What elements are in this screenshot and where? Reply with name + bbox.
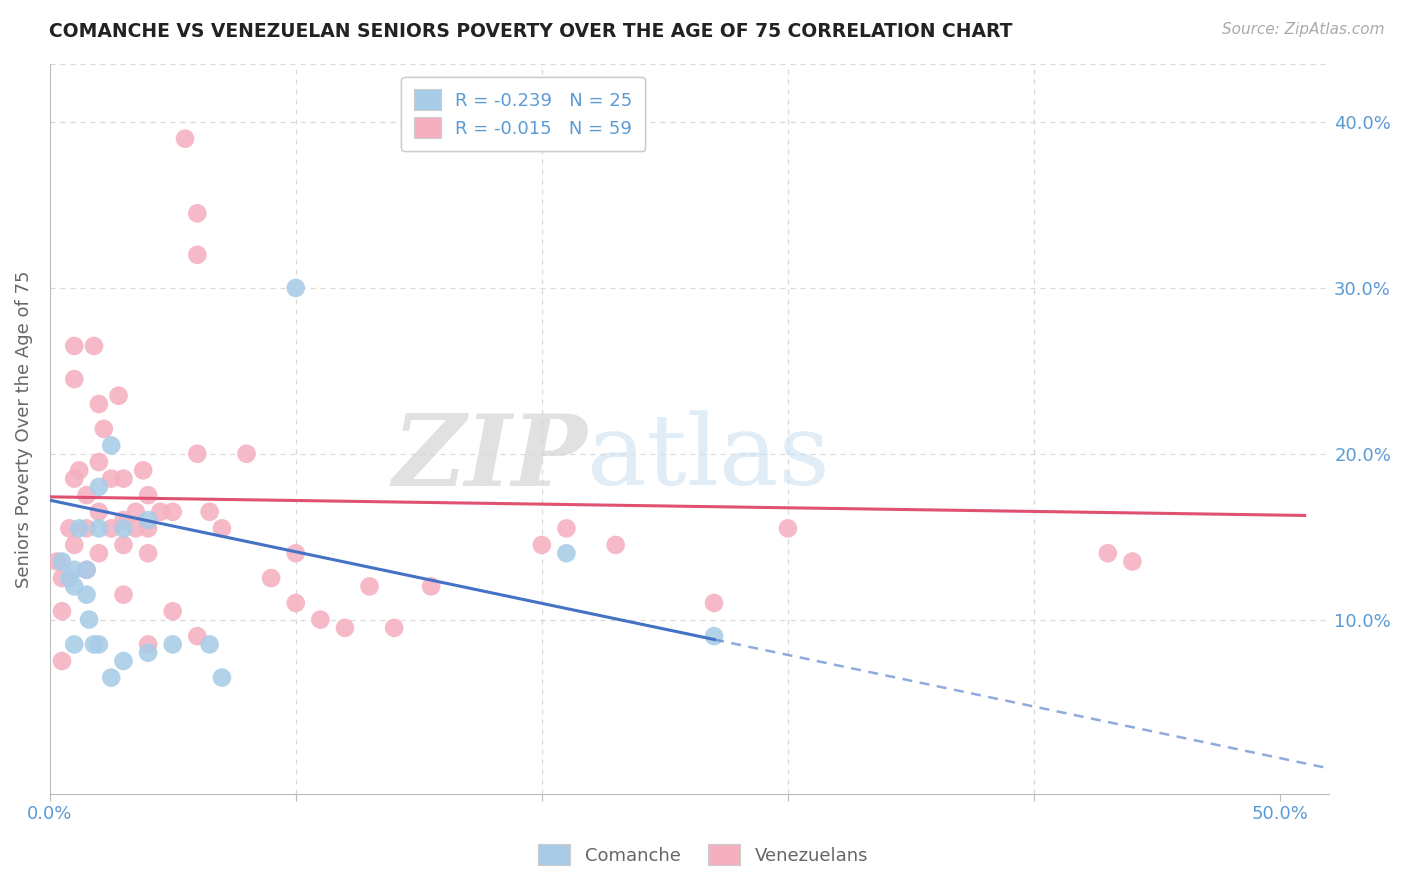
- Point: [83, 339, 105, 353]
- Point: [162, 604, 184, 618]
- Point: [100, 671, 122, 685]
- Point: [555, 546, 578, 560]
- Point: [76, 563, 98, 577]
- Point: [112, 521, 135, 535]
- Point: [51, 604, 73, 618]
- Point: [51, 571, 73, 585]
- Point: [83, 637, 105, 651]
- Point: [136, 488, 159, 502]
- Point: [76, 563, 98, 577]
- Point: [100, 472, 122, 486]
- Point: [136, 546, 159, 560]
- Point: [46, 555, 69, 569]
- Point: [63, 637, 86, 651]
- Point: [530, 538, 553, 552]
- Point: [1121, 555, 1143, 569]
- Point: [211, 521, 233, 535]
- Point: [87, 546, 110, 560]
- Point: [198, 637, 221, 651]
- Point: [125, 521, 148, 535]
- Legend: R = -0.239   N = 25, R = -0.015   N = 59: R = -0.239 N = 25, R = -0.015 N = 59: [401, 77, 645, 151]
- Text: Source: ZipAtlas.com: Source: ZipAtlas.com: [1222, 22, 1385, 37]
- Point: [125, 505, 148, 519]
- Text: atlas: atlas: [588, 410, 830, 506]
- Point: [162, 637, 184, 651]
- Point: [555, 521, 578, 535]
- Point: [87, 480, 110, 494]
- Point: [76, 588, 98, 602]
- Point: [87, 505, 110, 519]
- Y-axis label: Seniors Poverty Over the Age of 75: Seniors Poverty Over the Age of 75: [15, 270, 32, 588]
- Point: [51, 654, 73, 668]
- Point: [420, 579, 443, 593]
- Point: [100, 521, 122, 535]
- Legend: Comanche, Venezuelans: Comanche, Venezuelans: [530, 837, 876, 872]
- Text: COMANCHE VS VENEZUELAN SENIORS POVERTY OVER THE AGE OF 75 CORRELATION CHART: COMANCHE VS VENEZUELAN SENIORS POVERTY O…: [49, 22, 1012, 41]
- Point: [359, 579, 381, 593]
- Point: [136, 637, 159, 651]
- Point: [51, 555, 73, 569]
- Point: [112, 538, 135, 552]
- Point: [703, 596, 725, 610]
- Point: [136, 513, 159, 527]
- Point: [333, 621, 356, 635]
- Point: [112, 513, 135, 527]
- Point: [87, 521, 110, 535]
- Point: [63, 563, 86, 577]
- Point: [198, 505, 221, 519]
- Point: [67, 463, 90, 477]
- Point: [63, 538, 86, 552]
- Point: [174, 131, 197, 145]
- Point: [63, 339, 86, 353]
- Text: ZIP: ZIP: [392, 409, 588, 507]
- Point: [63, 579, 86, 593]
- Point: [112, 472, 135, 486]
- Point: [186, 629, 208, 643]
- Point: [63, 472, 86, 486]
- Point: [93, 422, 115, 436]
- Point: [382, 621, 405, 635]
- Point: [107, 389, 129, 403]
- Point: [58, 521, 80, 535]
- Point: [260, 571, 283, 585]
- Point: [67, 521, 90, 535]
- Point: [58, 571, 80, 585]
- Point: [211, 671, 233, 685]
- Point: [87, 637, 110, 651]
- Point: [1097, 546, 1119, 560]
- Point: [63, 372, 86, 386]
- Point: [76, 488, 98, 502]
- Point: [309, 613, 332, 627]
- Point: [87, 455, 110, 469]
- Point: [100, 438, 122, 452]
- Point: [776, 521, 799, 535]
- Point: [284, 596, 307, 610]
- Point: [76, 521, 98, 535]
- Point: [77, 613, 100, 627]
- Point: [235, 447, 257, 461]
- Point: [284, 281, 307, 295]
- Point: [136, 646, 159, 660]
- Point: [149, 505, 172, 519]
- Point: [284, 546, 307, 560]
- Point: [112, 654, 135, 668]
- Point: [186, 206, 208, 220]
- Point: [87, 397, 110, 411]
- Point: [136, 521, 159, 535]
- Point: [605, 538, 627, 552]
- Point: [112, 588, 135, 602]
- Point: [186, 447, 208, 461]
- Point: [132, 463, 155, 477]
- Point: [186, 248, 208, 262]
- Point: [162, 505, 184, 519]
- Point: [703, 629, 725, 643]
